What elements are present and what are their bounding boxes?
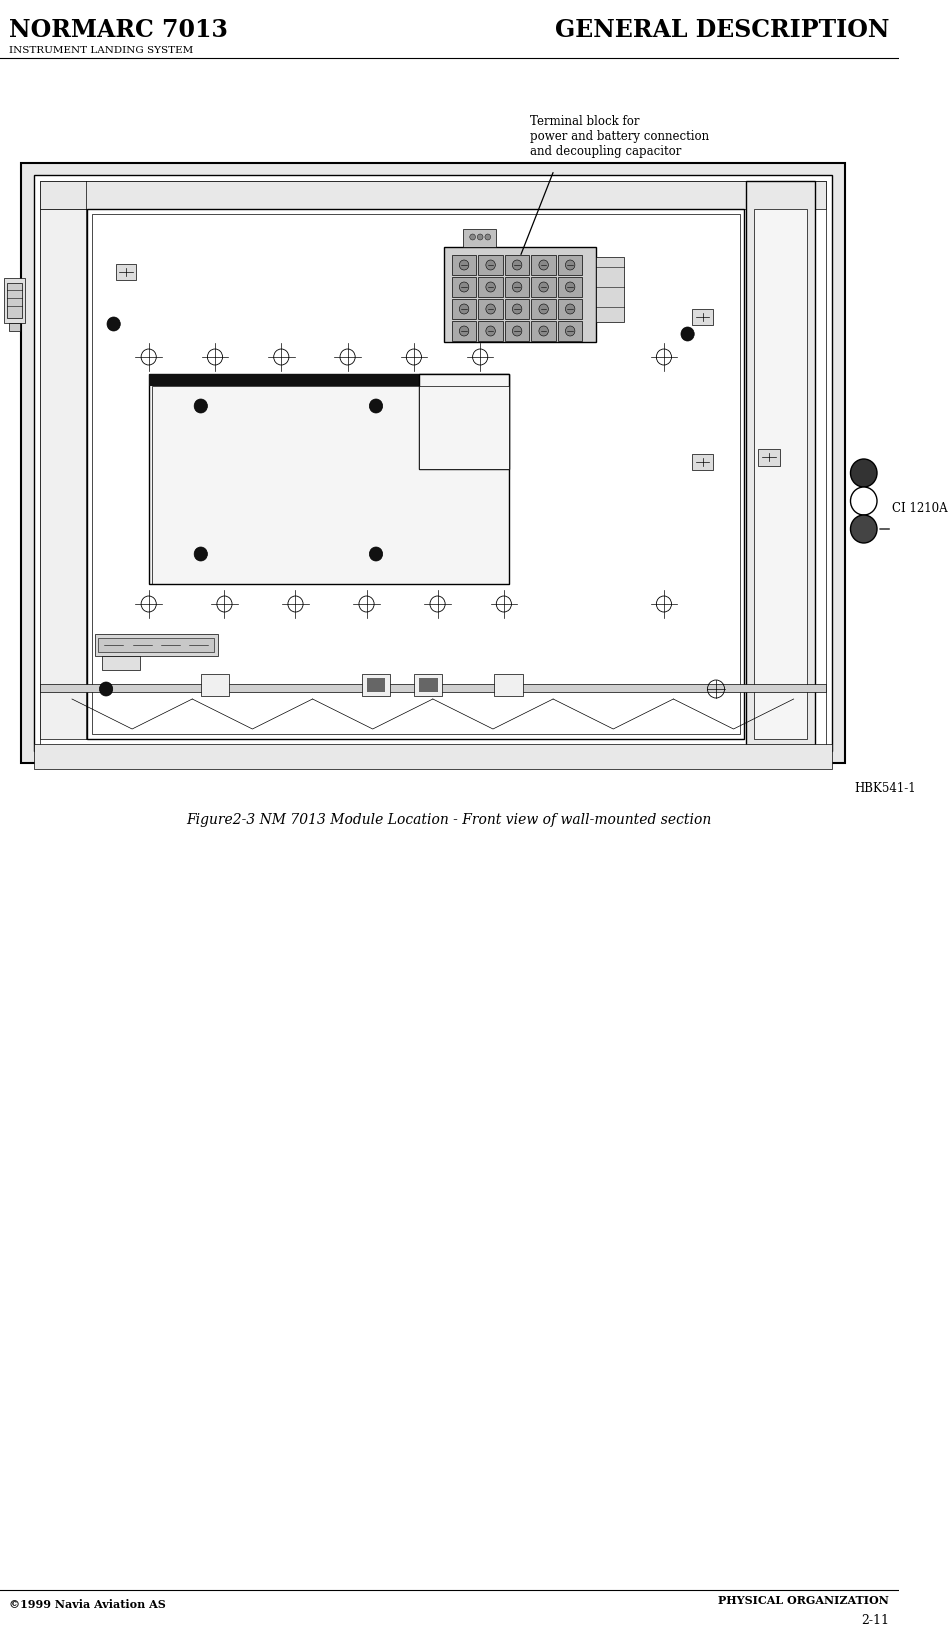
Bar [505, 255, 530, 276]
Circle shape [459, 304, 469, 313]
Circle shape [369, 398, 382, 413]
Bar [754, 209, 807, 739]
Bar [505, 277, 530, 297]
Bar [558, 255, 583, 276]
Text: INSTRUMENT LANDING SYSTEM: INSTRUMENT LANDING SYSTEM [9, 46, 194, 55]
Text: 2-11: 2-11 [862, 1614, 889, 1627]
Bar [746, 181, 814, 744]
Bar [40, 181, 826, 744]
Bar [596, 256, 624, 322]
Bar [21, 163, 845, 764]
Text: NORMARC 7013: NORMARC 7013 [9, 18, 229, 42]
Circle shape [486, 259, 495, 269]
Bar [419, 387, 509, 468]
Bar [99, 638, 214, 653]
Bar [9, 323, 20, 331]
Bar [452, 255, 476, 276]
Bar [152, 387, 509, 584]
Bar [478, 255, 503, 276]
Text: CI 1210A: CI 1210A [892, 503, 948, 516]
Bar [505, 322, 530, 341]
Circle shape [539, 259, 549, 269]
Circle shape [512, 259, 522, 269]
Circle shape [566, 282, 575, 292]
Circle shape [850, 516, 877, 543]
Circle shape [512, 282, 522, 292]
Circle shape [369, 547, 382, 561]
Bar [757, 449, 780, 467]
Circle shape [459, 326, 469, 336]
Circle shape [195, 398, 208, 413]
Bar [116, 264, 137, 281]
Bar [40, 684, 826, 692]
Bar [34, 175, 831, 751]
Circle shape [512, 304, 522, 313]
Text: PHYSICAL ORGANIZATION: PHYSICAL ORGANIZATION [718, 1594, 889, 1606]
Bar [362, 674, 390, 695]
Bar [419, 677, 437, 692]
Circle shape [512, 326, 522, 336]
Circle shape [485, 233, 491, 240]
Text: HBK541-1: HBK541-1 [854, 782, 916, 795]
Text: GENERAL DESCRIPTION: GENERAL DESCRIPTION [555, 18, 889, 42]
Bar [95, 633, 218, 656]
Bar [452, 322, 476, 341]
Circle shape [477, 233, 483, 240]
Bar [693, 454, 713, 470]
Circle shape [486, 326, 495, 336]
Text: ©1999 Navia Aviation AS: ©1999 Navia Aviation AS [9, 1599, 166, 1611]
Circle shape [539, 326, 549, 336]
Circle shape [107, 317, 121, 331]
Bar [531, 299, 556, 318]
Circle shape [486, 282, 495, 292]
Bar [87, 209, 744, 739]
Circle shape [566, 326, 575, 336]
Bar [34, 744, 831, 769]
Bar [478, 322, 503, 341]
Circle shape [459, 259, 469, 269]
Circle shape [539, 282, 549, 292]
Bar [531, 277, 556, 297]
Circle shape [470, 233, 475, 240]
Circle shape [681, 326, 695, 341]
Bar [149, 374, 509, 584]
Circle shape [459, 282, 469, 292]
Bar [4, 277, 25, 323]
Bar [92, 214, 739, 734]
Bar [201, 674, 230, 695]
Circle shape [850, 486, 877, 516]
Bar [494, 674, 523, 695]
Bar [366, 677, 385, 692]
Circle shape [566, 304, 575, 313]
Bar [531, 255, 556, 276]
Bar [414, 674, 442, 695]
Bar [531, 322, 556, 341]
Bar [40, 209, 87, 739]
Bar [102, 656, 140, 671]
Bar [478, 299, 503, 318]
Bar [463, 228, 496, 246]
Circle shape [539, 304, 549, 313]
Text: Figure2-3 NM 7013 Module Location - Front view of wall-mounted section: Figure2-3 NM 7013 Module Location - Fron… [186, 813, 712, 827]
Bar [452, 299, 476, 318]
Bar [558, 277, 583, 297]
Bar [693, 308, 713, 325]
Bar [40, 181, 826, 209]
Bar [478, 277, 503, 297]
Bar [558, 299, 583, 318]
Circle shape [850, 459, 877, 486]
Bar [444, 246, 596, 343]
Circle shape [486, 304, 495, 313]
Bar [505, 299, 530, 318]
Circle shape [100, 682, 113, 695]
Bar [149, 374, 419, 387]
Circle shape [566, 259, 575, 269]
Circle shape [195, 547, 208, 561]
Bar [419, 374, 509, 468]
Text: Terminal block for
power and battery connection
and decoupling capacitor: Terminal block for power and battery con… [530, 114, 710, 158]
Bar [7, 282, 22, 318]
Bar [452, 277, 476, 297]
Bar [558, 322, 583, 341]
